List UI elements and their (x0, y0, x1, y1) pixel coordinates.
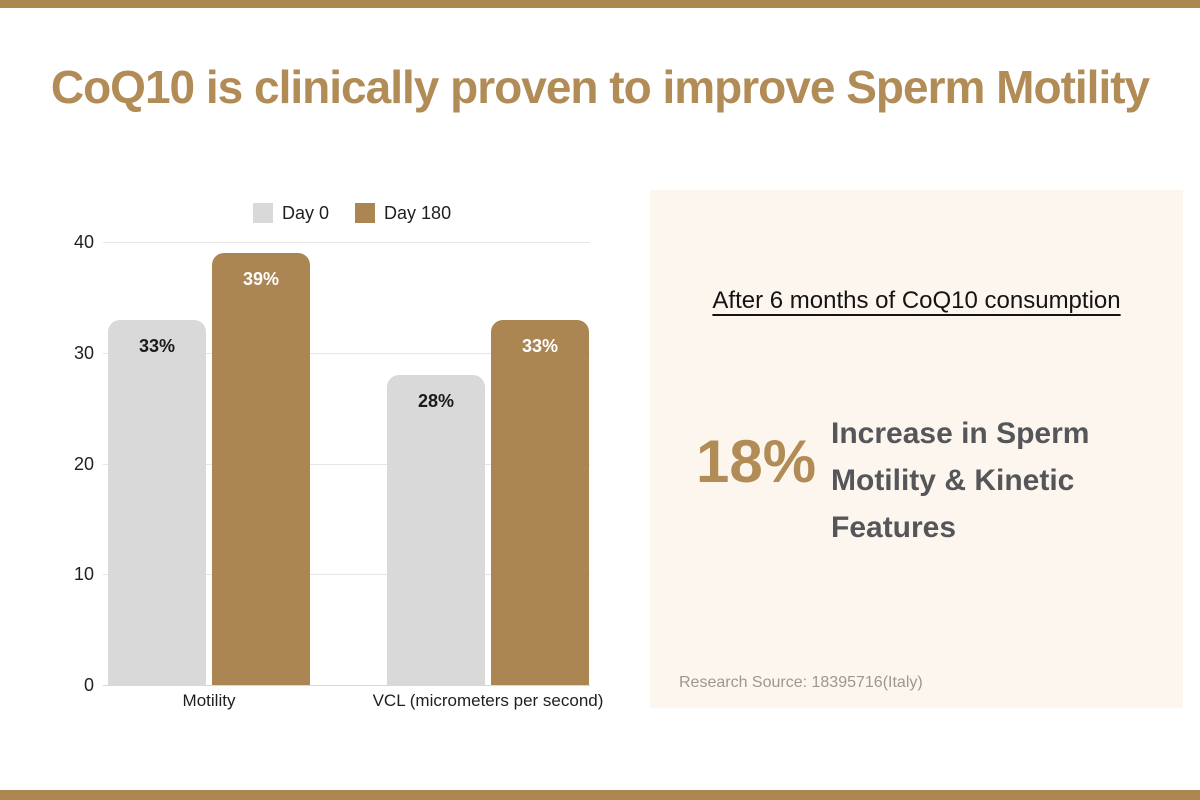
stat-description: Increase in Sperm Motility & Kinetic Featu… (831, 410, 1089, 551)
page-title: CoQ10 is clinically proven to improve Sp… (50, 61, 1150, 113)
bar-value-label: 33% (138, 335, 176, 356)
y-tick-10: 10 (73, 564, 94, 585)
legend-swatch-day180 (355, 203, 376, 223)
bar-chart: Day 0 Day 180 40 30 20 10 0 33% 28% 39% 33% Mot… (73, 201, 604, 710)
gridline-30 (103, 352, 590, 354)
stat-value: 18% (696, 428, 817, 495)
stat-description-line: Motility & Kinetic (831, 464, 1075, 497)
stat-description-line: Increase in Sperm (831, 417, 1090, 450)
bar-day0-vcl: 28% (387, 374, 485, 685)
gridline-10 (103, 574, 590, 576)
bottom-accent-strip (0, 790, 1200, 800)
research-source: Research Source: 18395716(Italy) (679, 674, 923, 691)
panel-headline: After 6 months of CoQ10 consumption (712, 287, 1121, 314)
top-accent-strip (0, 0, 1200, 8)
bar-value-label: 28% (417, 390, 455, 411)
y-tick-20: 20 (73, 453, 94, 474)
x-axis-label-vcl: VCL (micrometers per second) (372, 691, 604, 710)
chart-legend: Day 0 Day 180 (253, 201, 451, 225)
y-tick-30: 30 (73, 342, 94, 363)
x-axis-label-motility: Motility (182, 691, 236, 710)
legend-swatch-day0 (253, 203, 273, 223)
y-tick-40: 40 (73, 232, 94, 252)
stat-panel: After 6 months of CoQ10 consumption 18% … (650, 190, 1183, 708)
bar-day180-motility: 39% (212, 253, 310, 685)
gridline-20 (103, 463, 590, 465)
bar-day0-motility: 33% (108, 319, 206, 685)
bar-value-label: 33% (521, 335, 559, 356)
stat-description-line: Features (831, 511, 957, 544)
legend-label-day0: Day 0 (282, 203, 330, 223)
legend-label-day180: Day 180 (384, 203, 452, 223)
bar-day180-vcl: 33% (491, 319, 589, 685)
gridline-0 (103, 685, 590, 686)
gridline-40 (103, 242, 590, 243)
y-tick-0: 0 (83, 675, 94, 695)
bar-value-label: 39% (242, 269, 280, 290)
chart-plot-area: 33% 28% 39% 33% (103, 242, 590, 686)
